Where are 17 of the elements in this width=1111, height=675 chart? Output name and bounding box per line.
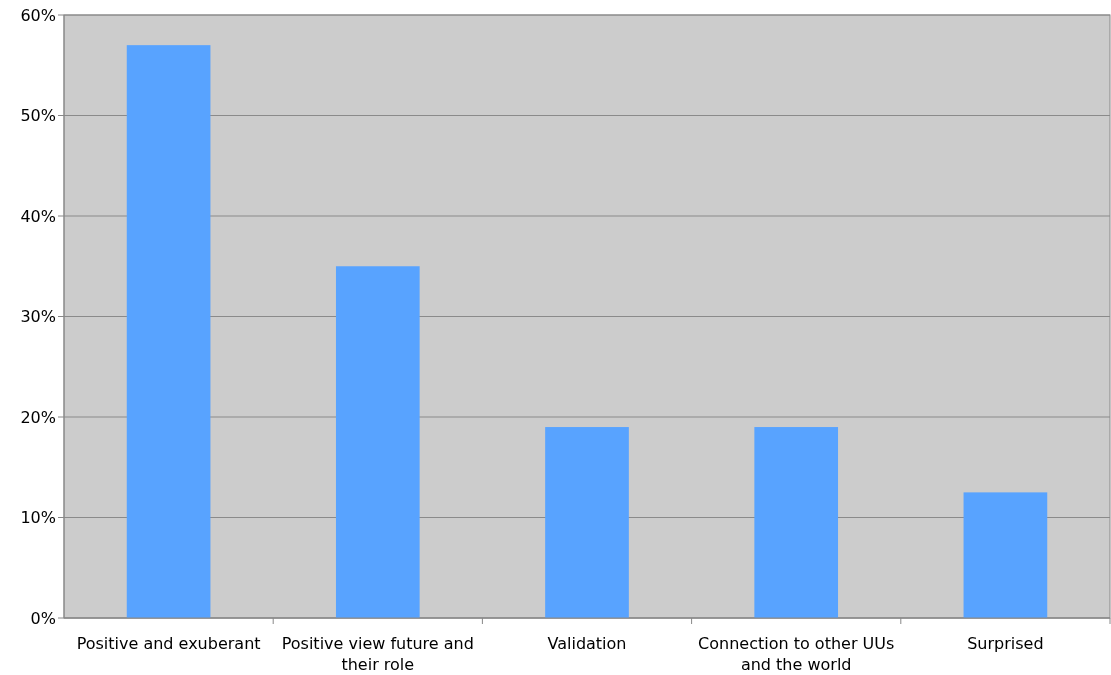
y-tick-label: 0% (30, 608, 56, 628)
y-tick-label: 40% (20, 206, 56, 226)
x-tick-label: Connection to other UUs and the world (698, 634, 895, 674)
bar (963, 492, 1048, 618)
y-tick-label: 60% (20, 5, 56, 25)
bar (335, 266, 420, 618)
bar (545, 427, 629, 618)
bar (126, 45, 211, 618)
y-tick-label: 50% (20, 106, 56, 126)
x-tick-label: Positive view future and their role (281, 634, 474, 674)
y-tick-label: 30% (20, 307, 56, 327)
y-tick-label: 20% (20, 407, 56, 427)
y-tick-label: 10% (20, 508, 56, 528)
bar (754, 427, 839, 618)
x-tick-label: Positive and exuberant (76, 634, 261, 653)
x-tick-label: Surprised (967, 634, 1044, 653)
x-tick-label: Validation (547, 634, 627, 653)
